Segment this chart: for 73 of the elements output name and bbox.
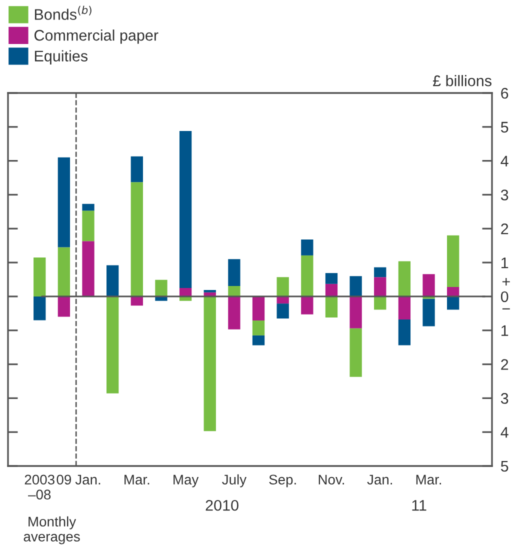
y-tick-label: 3 bbox=[500, 393, 508, 404]
text: Monthly averages bbox=[24, 516, 80, 544]
bar bbox=[58, 157, 70, 248]
bar bbox=[204, 296, 216, 432]
x-tick-label: May bbox=[174, 474, 199, 488]
bar bbox=[422, 274, 435, 296]
bar bbox=[82, 241, 94, 296]
bar bbox=[228, 259, 240, 286]
y-tick-label: 4 bbox=[500, 156, 508, 166]
x-tick-label: 2003 –08 bbox=[24, 474, 54, 500]
bar bbox=[228, 296, 240, 330]
y-tick-label: 5 bbox=[500, 122, 508, 133]
bar bbox=[252, 335, 265, 346]
x-tick-label: 09 bbox=[56, 474, 72, 485]
bar bbox=[106, 265, 119, 296]
bar bbox=[374, 296, 386, 310]
y-tick-label: 3 bbox=[500, 190, 508, 200]
text: 11 bbox=[412, 500, 426, 511]
bar bbox=[422, 298, 435, 326]
bar bbox=[82, 204, 94, 211]
bar bbox=[398, 261, 411, 296]
bar bbox=[325, 273, 338, 284]
bar bbox=[301, 296, 314, 314]
bar bbox=[398, 320, 411, 346]
bar bbox=[398, 296, 411, 320]
legend-label: Equities bbox=[34, 50, 88, 65]
x-tick-label: Mar. bbox=[416, 474, 442, 485]
x-tick-label: Jan. bbox=[367, 474, 392, 485]
text: + bbox=[502, 278, 510, 286]
x-tick-label: Sep. bbox=[269, 474, 296, 488]
y-tick-label: 5 bbox=[500, 461, 508, 472]
legend-label: Commercial paper bbox=[34, 30, 158, 44]
y-axis-title: £ billions bbox=[432, 75, 492, 86]
bar bbox=[58, 296, 70, 317]
x-tick-label: Jan. bbox=[75, 474, 100, 485]
y-tick-label: 1 bbox=[502, 258, 508, 268]
bar bbox=[301, 255, 314, 296]
bar bbox=[130, 182, 143, 296]
bar bbox=[325, 284, 338, 296]
legend-label: Bonds$^{(b)}$ bbox=[34, 6, 92, 20]
bar bbox=[252, 320, 265, 336]
bar bbox=[252, 296, 265, 321]
y-tick-label: 1 bbox=[502, 325, 508, 336]
bar bbox=[82, 210, 94, 242]
bar bbox=[179, 130, 192, 288]
bar bbox=[276, 277, 289, 296]
bar bbox=[447, 296, 460, 310]
bar bbox=[276, 304, 289, 318]
bar bbox=[325, 296, 338, 318]
x-tick-label: Mar. bbox=[124, 474, 150, 485]
bar bbox=[374, 277, 386, 296]
bar bbox=[34, 296, 46, 320]
bar bbox=[350, 328, 362, 377]
bar bbox=[130, 156, 143, 182]
bar bbox=[374, 267, 386, 278]
bar bbox=[447, 235, 460, 287]
bar bbox=[228, 286, 240, 296]
x-tick-label: Nov. bbox=[318, 474, 344, 485]
bar bbox=[301, 239, 314, 256]
text: 2010 bbox=[206, 500, 238, 511]
bar bbox=[155, 280, 168, 296]
y-tick-label: 0 bbox=[500, 291, 508, 302]
text: − bbox=[502, 308, 510, 310]
y-tick-label: 2 bbox=[501, 224, 508, 234]
bar bbox=[58, 247, 70, 296]
bar bbox=[106, 296, 119, 394]
y-tick-label: 6 bbox=[501, 88, 508, 99]
y-tick-label: 2 bbox=[501, 359, 508, 370]
x-tick-label: July bbox=[222, 474, 247, 488]
bar bbox=[350, 296, 362, 328]
y-tick-label: 4 bbox=[500, 427, 508, 438]
bar bbox=[34, 257, 46, 296]
bar bbox=[350, 276, 362, 296]
